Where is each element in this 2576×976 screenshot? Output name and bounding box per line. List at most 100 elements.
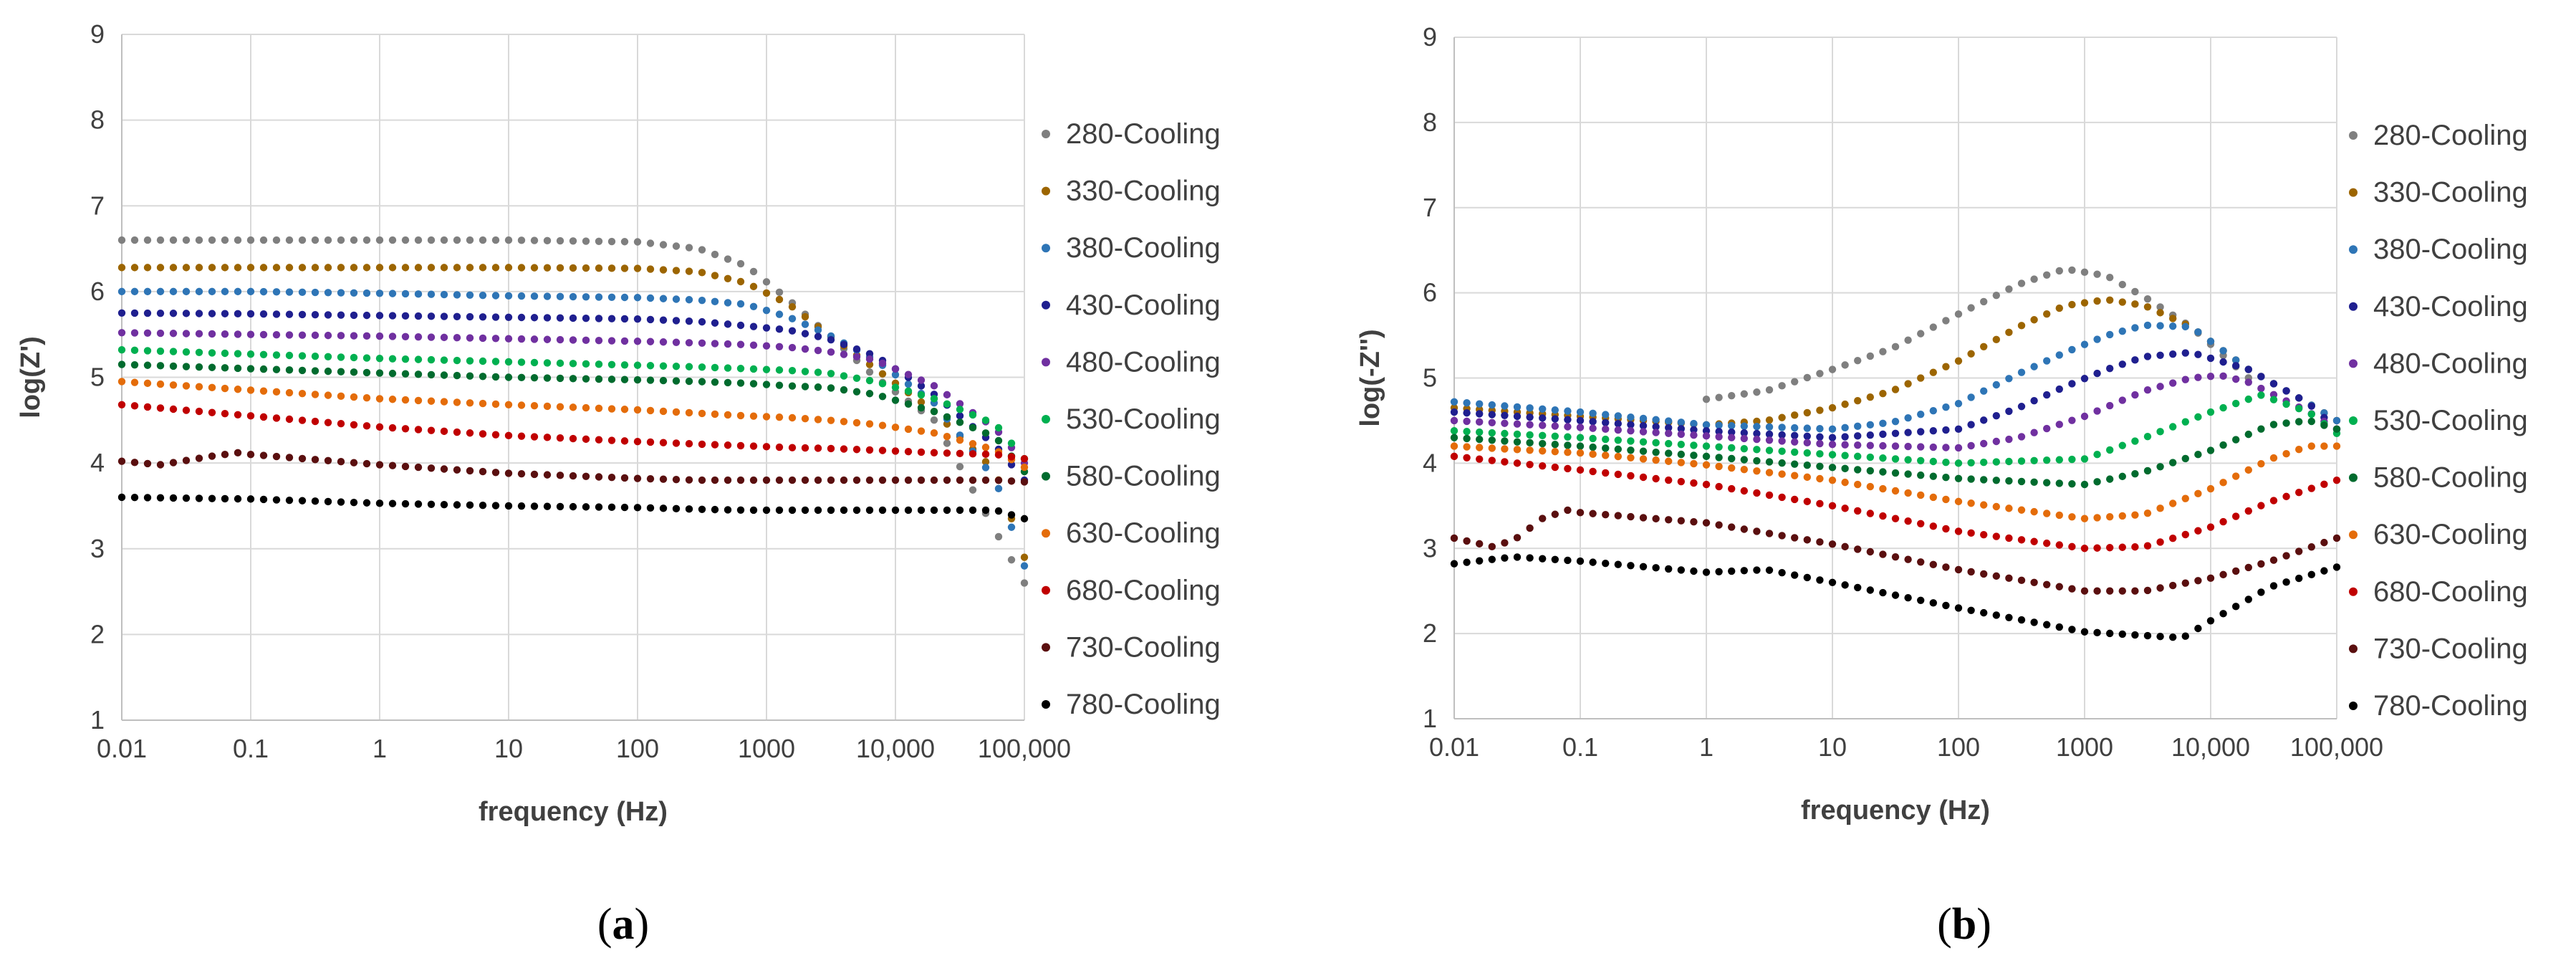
data-point xyxy=(994,451,1003,459)
data-point xyxy=(466,236,474,244)
data-point xyxy=(427,370,436,379)
data-point xyxy=(1929,522,1937,530)
data-point xyxy=(298,390,307,398)
data-point xyxy=(711,410,719,418)
data-point xyxy=(2131,287,2139,296)
series-430-Cooling xyxy=(117,309,1029,484)
data-point xyxy=(2219,517,2227,526)
data-point xyxy=(337,332,345,340)
data-point xyxy=(1740,525,1748,533)
data-point xyxy=(1690,426,1698,434)
chart-panel-b: 0.01 0.1 1 10 100 1000 10,000 100,000123456789f… xyxy=(1355,22,2528,949)
data-point xyxy=(1551,463,1559,472)
data-point xyxy=(1854,480,1862,489)
data-point xyxy=(517,292,526,300)
data-point xyxy=(2269,421,2278,429)
data-point xyxy=(530,358,539,367)
data-point xyxy=(246,236,255,244)
data-point xyxy=(775,443,784,451)
data-point xyxy=(414,312,423,320)
data-point xyxy=(582,293,590,301)
data-point xyxy=(1639,447,1648,455)
data-point xyxy=(2131,356,2139,364)
data-point xyxy=(1891,386,1900,393)
data-point xyxy=(2030,396,2038,405)
data-point xyxy=(1740,487,1748,495)
data-point xyxy=(221,264,229,272)
data-point xyxy=(852,418,861,427)
data-point xyxy=(1753,566,1761,574)
data-point xyxy=(904,476,913,484)
data-point xyxy=(917,476,926,484)
data-point xyxy=(1526,431,1534,439)
data-point xyxy=(840,418,848,426)
data-point xyxy=(685,244,693,252)
data-point xyxy=(878,476,887,484)
data-point xyxy=(311,417,319,426)
data-point xyxy=(595,436,603,444)
data-point xyxy=(350,421,358,429)
data-point xyxy=(1677,517,1685,525)
legend-label: 580-Cooling xyxy=(2373,462,2528,494)
data-point xyxy=(182,330,191,338)
data-point xyxy=(427,290,436,298)
data-point xyxy=(607,315,616,322)
data-point xyxy=(1765,491,1774,499)
data-point xyxy=(969,476,977,484)
data-point xyxy=(2181,454,2189,463)
data-point xyxy=(479,399,487,408)
data-point xyxy=(1866,352,1874,360)
data-point xyxy=(1476,435,1484,444)
data-point xyxy=(337,368,345,375)
data-point xyxy=(724,378,732,387)
data-point xyxy=(156,461,165,469)
data-point xyxy=(969,424,977,432)
data-point xyxy=(736,321,745,330)
data-point xyxy=(1917,471,1925,479)
data-point xyxy=(1665,429,1673,437)
data-point xyxy=(324,391,332,399)
data-point xyxy=(1967,421,1975,429)
data-point xyxy=(1539,431,1547,440)
data-point xyxy=(2257,459,2265,468)
legend-marker xyxy=(1042,358,1050,367)
data-point xyxy=(2131,631,2139,639)
data-point xyxy=(221,310,229,317)
data-point xyxy=(530,374,539,382)
data-point xyxy=(1942,601,1950,610)
data-point xyxy=(569,434,577,443)
data-point xyxy=(1702,421,1711,429)
data-point xyxy=(1690,567,1698,575)
data-point xyxy=(569,336,577,344)
data-point xyxy=(762,365,771,373)
data-point xyxy=(1791,534,1799,542)
data-point xyxy=(943,506,951,515)
data-point xyxy=(337,236,345,244)
data-point xyxy=(324,353,332,360)
data-point xyxy=(337,353,345,361)
data-point xyxy=(1778,431,1786,439)
data-point xyxy=(2244,563,2252,572)
data-point xyxy=(1879,430,1887,439)
data-point xyxy=(582,237,590,245)
data-point xyxy=(401,370,410,378)
data-point xyxy=(2093,587,2101,595)
data-point xyxy=(956,418,964,426)
data-point xyxy=(646,438,655,446)
data-point xyxy=(1740,456,1748,464)
data-point xyxy=(1627,562,1635,570)
data-point xyxy=(1891,487,1900,495)
data-point xyxy=(2232,512,2240,520)
data-point xyxy=(852,345,861,353)
data-point xyxy=(2282,400,2290,408)
data-point xyxy=(1816,433,1824,441)
legend-marker xyxy=(2349,302,2358,311)
data-point xyxy=(724,320,732,328)
data-point xyxy=(1602,510,1610,519)
data-point xyxy=(388,369,397,378)
data-point xyxy=(1007,453,1016,461)
data-point xyxy=(1992,477,2000,484)
data-point xyxy=(414,332,423,341)
data-point xyxy=(1854,396,1862,405)
data-point xyxy=(208,494,216,502)
